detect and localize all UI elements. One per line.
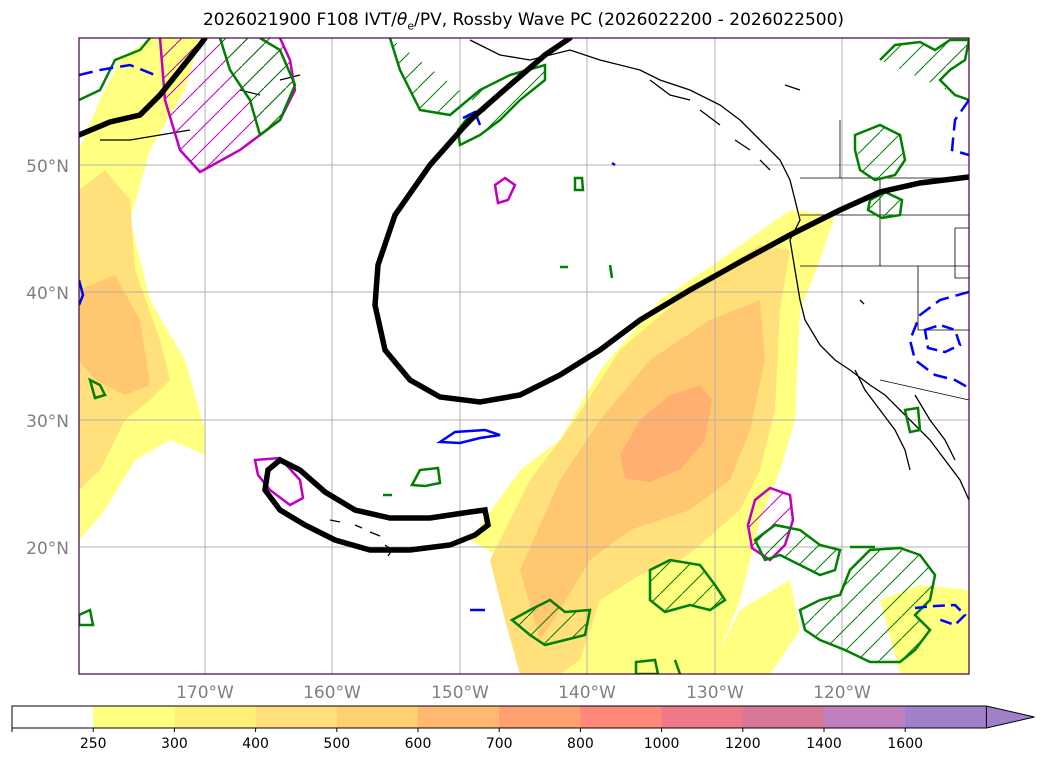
lat-label: 20°N xyxy=(26,539,69,559)
blue-contour-pac xyxy=(436,428,501,445)
green-contour-pac-1 xyxy=(409,466,442,488)
lon-label: 140°W xyxy=(558,683,616,703)
colorbar-segment xyxy=(661,706,744,728)
green-contour-bc xyxy=(853,123,907,182)
green-contour-s-2 xyxy=(648,558,727,614)
green-contour-small-1 xyxy=(573,176,585,192)
colorbar-tick-label: 1400 xyxy=(806,736,842,752)
green-contour-west xyxy=(88,377,107,400)
rossby-contour-main xyxy=(372,38,969,405)
colorbar-segment xyxy=(824,706,906,728)
colorbar-segment xyxy=(255,706,338,728)
colorbar-tick-label: 1200 xyxy=(725,736,761,752)
ivt-shade-west-3 xyxy=(79,275,150,395)
lon-label: 150°W xyxy=(431,683,489,703)
map-frame xyxy=(78,37,970,675)
green-contour-ne-1 xyxy=(879,38,969,102)
green-contour-s-3 xyxy=(753,523,842,577)
colorbar-tick-label: 1600 xyxy=(887,736,923,752)
blue-contour-se xyxy=(914,603,967,627)
blue-contour-nw xyxy=(79,63,156,77)
green-contour-mx xyxy=(903,406,922,434)
green-contour-s-1 xyxy=(509,598,592,647)
lon-label: 130°W xyxy=(686,683,744,703)
lon-label: 120°W xyxy=(813,683,871,703)
colorbar-segment xyxy=(905,706,987,728)
colorbar-segment xyxy=(418,706,500,728)
green-contour-sw xyxy=(79,608,95,627)
colorbar-tick-label: 1000 xyxy=(644,736,680,752)
green-contour-north xyxy=(388,38,547,147)
blue-contour-east xyxy=(908,290,969,390)
green-contour-nw-1 xyxy=(79,38,151,102)
title-theta-sub: e xyxy=(407,19,415,33)
title-suffix: /PV, Rossby Wave PC (2026022200 - 202602… xyxy=(414,10,845,30)
colorbar-tick-label: 400 xyxy=(242,736,269,752)
rossby-contour-hawaii xyxy=(262,456,492,553)
blue-contour-west xyxy=(79,279,85,306)
colorbar-tick-label: 250 xyxy=(80,736,107,752)
colorbar-segment xyxy=(742,706,825,728)
colorbar-tick-label: 500 xyxy=(323,736,350,752)
green-contour-nw-2 xyxy=(218,38,297,138)
lon-label: 170°W xyxy=(176,683,234,703)
colorbar-extend-arrow xyxy=(985,705,1035,729)
lat-label: 40°N xyxy=(26,284,69,304)
state-border-7 xyxy=(954,227,969,279)
green-contours xyxy=(79,38,969,674)
blue-contour-east-2 xyxy=(923,323,962,354)
lat-label: 50°N xyxy=(26,157,69,177)
lon-labels: 170°W 160°W 150°W 140°W 130°W 120°W xyxy=(176,683,871,703)
island-2 xyxy=(859,299,865,305)
title-prefix: 2026021900 F108 IVT/ xyxy=(202,10,397,30)
colorbar: 250 300 400 500 600 700 800 1000 1200 1400 1600 xyxy=(11,705,1035,752)
island-1 xyxy=(784,84,801,91)
lon-label: 160°W xyxy=(303,683,361,703)
colorbar-tick-label: 700 xyxy=(486,736,513,752)
green-contour-s-6 xyxy=(673,659,682,674)
hawaii xyxy=(329,519,393,557)
blue-contour-small-2 xyxy=(611,161,616,167)
colorbar-tick-label: 300 xyxy=(161,736,188,752)
rossby-pc-contours xyxy=(79,38,969,553)
ivt-shade-main-4 xyxy=(620,385,712,482)
colorbar-segment xyxy=(93,706,175,728)
gulf-california xyxy=(914,394,956,461)
colorbar-tick-label: 800 xyxy=(567,736,594,752)
map-area xyxy=(79,38,969,674)
lat-label: 30°N xyxy=(26,412,69,432)
rossby-contour-nw xyxy=(79,38,208,138)
state-border-6 xyxy=(879,379,969,401)
title-theta: θ xyxy=(396,10,408,30)
blue-contour-ne xyxy=(950,99,969,157)
figure-title: 2026021900 F108 IVT/θe/PV, Rossby Wave P… xyxy=(0,10,1047,32)
colorbar-segment xyxy=(336,706,419,728)
colorbar-segment xyxy=(499,706,581,728)
pv-contour-small-1 xyxy=(493,176,517,205)
alaska-islands xyxy=(649,79,771,171)
lat-labels: 50°N 40°N 30°N 20°N xyxy=(26,157,69,559)
colorbar-tick-label: 600 xyxy=(405,736,432,752)
colorbar-segment xyxy=(12,706,94,728)
green-contour-s-5 xyxy=(634,658,660,674)
green-contour-small-2 xyxy=(608,264,614,279)
colorbar-segment xyxy=(174,706,257,728)
colorbar-segment xyxy=(580,706,663,728)
baja-coast xyxy=(854,369,911,471)
